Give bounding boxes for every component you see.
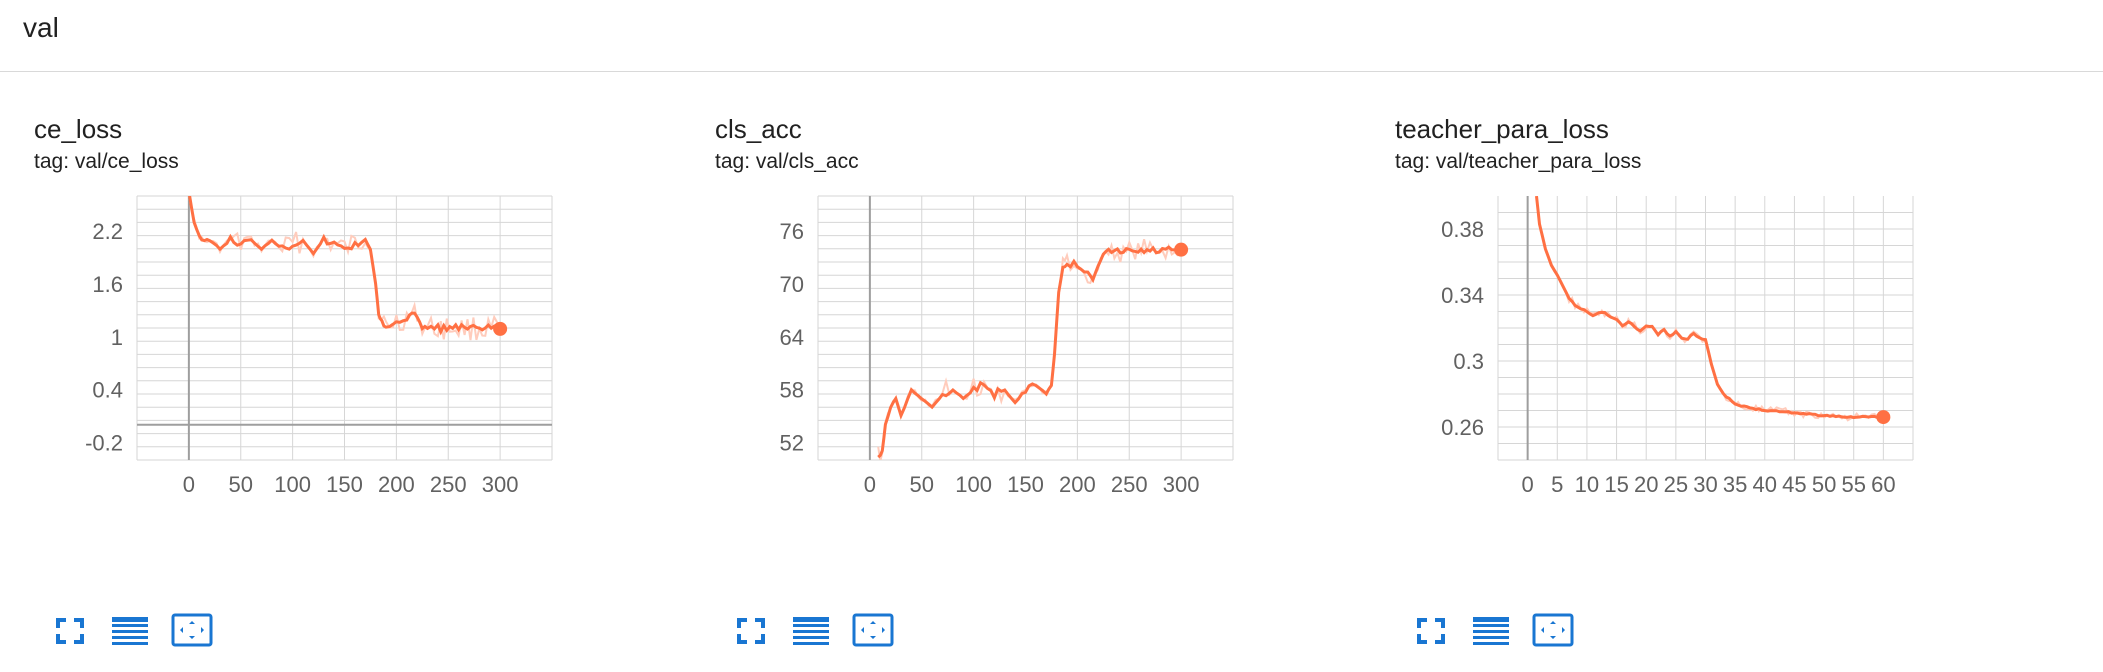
x-tick-label: 15: [1604, 472, 1628, 497]
fit-domain-button[interactable]: [170, 612, 214, 648]
toggle-y-log-icon: [793, 617, 829, 645]
chart-title: ce_loss: [34, 114, 123, 144]
x-tick-label: 55: [1841, 472, 1865, 497]
smoothed-series-line: [1535, 196, 1884, 420]
y-tick-label: -0.2: [85, 430, 123, 455]
y-tick-label: 64: [780, 325, 804, 350]
chart-tag: tag: val/cls_acc: [715, 150, 859, 173]
toggle-y-log-icon: [1473, 617, 1509, 645]
x-tick-label: 100: [955, 472, 992, 497]
fullscreen-icon: [1417, 618, 1445, 644]
y-tick-label: 0.3: [1453, 349, 1484, 374]
x-tick-label: 200: [378, 472, 415, 497]
x-tick-label: 45: [1782, 472, 1806, 497]
x-tick-label: 150: [1007, 472, 1044, 497]
y-tick-label: 76: [780, 219, 804, 244]
section-header: val: [0, 0, 2103, 72]
x-tick-label: 300: [482, 472, 519, 497]
smoothed-series-line: [877, 245, 1182, 459]
raw-series-line: [877, 238, 1179, 460]
chart-tag: tag: val/ce_loss: [34, 150, 179, 173]
series-end-point: [1174, 242, 1189, 257]
fit-domain-button[interactable]: [851, 612, 895, 648]
x-tick-label: 0: [183, 472, 195, 497]
toggle-y-log-button[interactable]: [108, 612, 152, 648]
chart-card-teacher-para-loss: teacher_para_loss tag: val/teacher_para_…: [1395, 110, 2075, 650]
y-tick-label: 0.34: [1441, 283, 1484, 308]
y-tick-label: 1.6: [92, 272, 123, 297]
chart-tag: tag: val/teacher_para_loss: [1395, 150, 1642, 173]
x-tick-label: 50: [910, 472, 934, 497]
x-tick-label: 40: [1753, 472, 1777, 497]
series-end-point: [1876, 410, 1891, 425]
toggle-y-log-icon: [112, 617, 148, 645]
fit-domain-icon: [171, 613, 213, 647]
x-tick-label: 100: [274, 472, 311, 497]
x-tick-label: 20: [1634, 472, 1658, 497]
fullscreen-button[interactable]: [729, 612, 773, 648]
x-tick-label: 25: [1664, 472, 1688, 497]
fullscreen-button[interactable]: [48, 612, 92, 648]
fullscreen-icon: [737, 618, 765, 644]
chart-plot: 76 70 64 58 52 0 50 100 150 200 250 300: [780, 195, 1234, 497]
fit-domain-button[interactable]: [1531, 612, 1575, 648]
x-tick-label: 200: [1059, 472, 1096, 497]
y-tick-label: 0.38: [1441, 217, 1484, 242]
chart-title: cls_acc: [715, 114, 802, 144]
x-tick-label: 250: [1111, 472, 1148, 497]
x-tick-label: 35: [1723, 472, 1747, 497]
x-tick-label: 50: [1812, 472, 1836, 497]
x-tick-label: 0: [864, 472, 876, 497]
x-tick-label: 50: [229, 472, 253, 497]
section-title: val: [23, 12, 59, 43]
chart-plot: 2.2 1.6 1 0.4 -0.2 0 50 100 150 200 250 300: [85, 195, 553, 497]
chart-plot: 0.38 0.34 0.3 0.26 0 5 10 15 20 25 30 35 40 45 50 55 60: [1441, 196, 1914, 497]
x-tick-label: 150: [326, 472, 363, 497]
chart-title: teacher_para_loss: [1395, 114, 1609, 144]
fullscreen-icon: [56, 618, 84, 644]
y-tick-label: 58: [780, 378, 804, 403]
fullscreen-button[interactable]: [1409, 612, 1453, 648]
x-tick-label: 250: [430, 472, 467, 497]
x-tick-label: 0: [1522, 472, 1534, 497]
x-tick-label: 5: [1551, 472, 1563, 497]
y-tick-label: 70: [780, 272, 804, 297]
y-tick-label: 2.2: [92, 219, 123, 244]
fit-domain-icon: [852, 613, 894, 647]
x-tick-label: 10: [1575, 472, 1599, 497]
fit-domain-icon: [1532, 613, 1574, 647]
x-tick-label: 300: [1163, 472, 1200, 497]
x-tick-label: 60: [1871, 472, 1895, 497]
toggle-y-log-button[interactable]: [1469, 612, 1513, 648]
x-tick-label: 30: [1693, 472, 1717, 497]
smoothed-series-line: [188, 196, 501, 336]
chart-card-ce-loss: ce_loss tag: val/ce_loss 2.2 1.6 1 0.4 -0.2 0…: [34, 110, 714, 650]
y-tick-label: 1: [111, 325, 123, 350]
toggle-y-log-button[interactable]: [789, 612, 833, 648]
y-tick-label: 52: [780, 430, 804, 455]
chart-card-cls-acc: cls_acc tag: val/cls_acc 76 70 64 58 52 0 50 10…: [715, 110, 1395, 650]
y-tick-label: 0.26: [1441, 415, 1484, 440]
y-tick-label: 0.4: [92, 378, 123, 403]
series-end-point: [493, 321, 508, 336]
raw-series-line: [188, 196, 499, 341]
